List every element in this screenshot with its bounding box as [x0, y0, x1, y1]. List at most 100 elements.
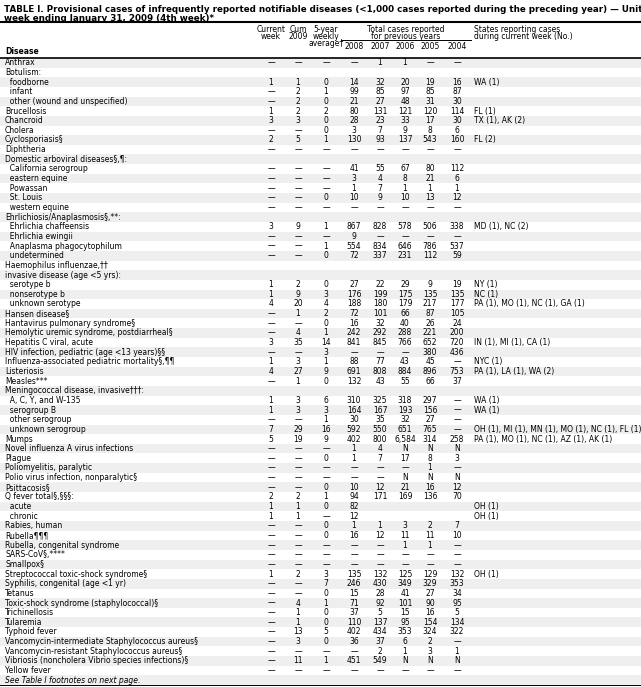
- Text: 1: 1: [378, 521, 383, 530]
- Text: 2: 2: [269, 135, 273, 144]
- Text: —: —: [267, 164, 275, 173]
- Text: 3: 3: [428, 646, 433, 655]
- Text: —: —: [294, 348, 302, 357]
- Text: 10: 10: [452, 531, 462, 540]
- Text: —: —: [322, 232, 330, 241]
- Text: 16: 16: [425, 483, 435, 492]
- Text: 1: 1: [428, 464, 433, 473]
- Text: PA (1), MO (1), NC (1), GA (1): PA (1), MO (1), NC (1), GA (1): [474, 300, 585, 308]
- Text: 16: 16: [425, 608, 435, 617]
- Text: other (wound and unspecified): other (wound and unspecified): [5, 97, 128, 106]
- Text: Streptococcal toxic-shock syndrome§: Streptococcal toxic-shock syndrome§: [5, 570, 147, 578]
- Text: —: —: [267, 579, 275, 588]
- Text: 32: 32: [375, 78, 385, 87]
- Text: N: N: [427, 473, 433, 482]
- Text: 35: 35: [375, 415, 385, 425]
- Text: Poliomyelitis, paralytic: Poliomyelitis, paralytic: [5, 464, 92, 473]
- Text: 1: 1: [269, 405, 273, 414]
- Text: California serogroup: California serogroup: [5, 164, 88, 173]
- Text: 0: 0: [324, 251, 328, 260]
- Text: 4: 4: [269, 300, 274, 308]
- Text: 2005: 2005: [420, 42, 440, 51]
- Text: 10: 10: [349, 193, 359, 203]
- Text: —: —: [294, 183, 302, 193]
- Text: 2007: 2007: [370, 42, 390, 51]
- Text: 85: 85: [375, 87, 385, 96]
- Text: 120: 120: [423, 106, 437, 115]
- Text: WA (1): WA (1): [474, 405, 499, 414]
- Text: —: —: [267, 656, 275, 666]
- Text: 66: 66: [400, 309, 410, 318]
- Text: 8: 8: [428, 126, 433, 135]
- Text: Domestic arboviral diseases§,¶:: Domestic arboviral diseases§,¶:: [5, 155, 127, 164]
- Text: —: —: [453, 560, 461, 569]
- Text: 19: 19: [293, 434, 303, 444]
- Text: —: —: [267, 608, 275, 617]
- Text: —: —: [350, 464, 358, 473]
- Text: —: —: [294, 193, 302, 203]
- Text: 9: 9: [296, 290, 301, 299]
- Text: N: N: [427, 656, 433, 666]
- Text: 2006: 2006: [395, 42, 415, 51]
- Text: —: —: [426, 550, 434, 559]
- Text: 19: 19: [452, 280, 462, 289]
- Text: infant: infant: [5, 87, 33, 96]
- Text: —: —: [376, 232, 384, 241]
- Text: Rubella, congenital syndrome: Rubella, congenital syndrome: [5, 541, 119, 550]
- Text: 1: 1: [269, 502, 273, 511]
- Text: 99: 99: [349, 87, 359, 96]
- Text: acute: acute: [5, 502, 31, 511]
- Text: 2: 2: [296, 493, 301, 502]
- Text: OH (1): OH (1): [474, 512, 499, 521]
- Text: —: —: [294, 232, 302, 241]
- Text: 13: 13: [425, 193, 435, 203]
- Text: 258: 258: [450, 434, 464, 444]
- Text: 193: 193: [398, 405, 412, 414]
- Text: —: —: [294, 473, 302, 482]
- Text: 67: 67: [400, 164, 410, 173]
- Text: 131: 131: [373, 106, 387, 115]
- Text: —: —: [267, 242, 275, 251]
- Text: 3: 3: [324, 405, 328, 414]
- Text: 0: 0: [324, 116, 328, 125]
- Text: 15: 15: [349, 589, 359, 598]
- Text: —: —: [294, 589, 302, 598]
- Text: 85: 85: [425, 87, 435, 96]
- Text: 199: 199: [373, 290, 387, 299]
- Text: —: —: [267, 646, 275, 655]
- Text: 8: 8: [428, 454, 433, 463]
- Text: 841: 841: [347, 338, 361, 347]
- Text: 8: 8: [403, 174, 408, 183]
- Text: —: —: [322, 203, 330, 212]
- Text: 2: 2: [269, 493, 273, 502]
- Text: 169: 169: [398, 493, 412, 502]
- Text: 4: 4: [269, 367, 274, 376]
- Text: 0: 0: [324, 531, 328, 540]
- Text: —: —: [350, 666, 358, 675]
- Text: 1: 1: [324, 415, 328, 425]
- Text: 884: 884: [398, 367, 412, 376]
- Text: 37: 37: [375, 637, 385, 646]
- Text: —: —: [401, 666, 409, 675]
- Text: N: N: [402, 656, 408, 666]
- Text: —: —: [426, 232, 434, 241]
- Bar: [0, 97, 641, 106]
- Text: 402: 402: [347, 627, 362, 636]
- Bar: [0, 348, 641, 357]
- Text: 40: 40: [400, 319, 410, 328]
- Text: 9: 9: [324, 434, 328, 444]
- Text: 19: 19: [425, 78, 435, 87]
- Text: 1: 1: [352, 454, 356, 463]
- Text: —: —: [294, 454, 302, 463]
- Text: 4: 4: [296, 328, 301, 337]
- Text: —: —: [350, 58, 358, 67]
- Bar: [0, 308, 641, 319]
- Text: Brucellosis: Brucellosis: [5, 106, 46, 115]
- Bar: [0, 502, 641, 511]
- Text: other serogroup: other serogroup: [5, 415, 71, 425]
- Text: —: —: [453, 666, 461, 675]
- Text: A, C, Y, and W-135: A, C, Y, and W-135: [5, 396, 81, 405]
- Text: 27: 27: [425, 415, 435, 425]
- Text: 7: 7: [378, 454, 383, 463]
- Text: foodborne: foodborne: [5, 78, 49, 87]
